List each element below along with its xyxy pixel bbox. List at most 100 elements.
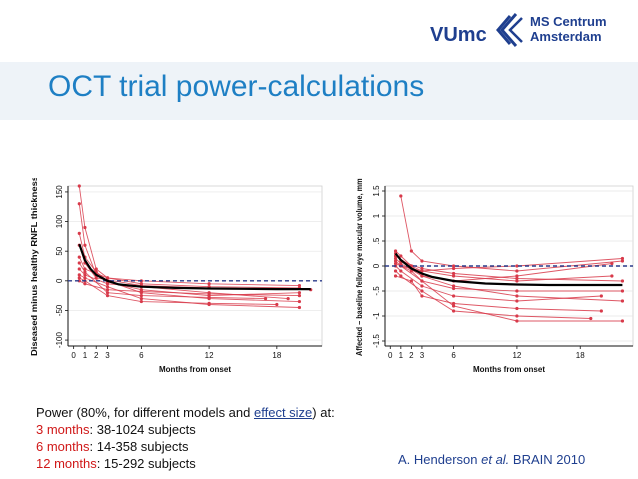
x-tick-label: 0 [71,351,76,360]
x-axis-title: Months from onset [473,365,545,374]
power-row-label: 12 months [36,456,97,471]
data-point [77,273,81,277]
title-band [0,62,638,120]
power-row-value: : 15-292 subjects [96,456,196,471]
data-point [399,254,403,258]
data-point [620,289,625,293]
data-point [610,261,614,266]
data-point [105,282,110,286]
data-point [515,314,519,318]
x-tick-label: 18 [272,351,281,360]
subject-line [78,262,266,300]
y-tick-label: -1 [372,312,381,320]
data-point [393,249,398,253]
data-point [451,301,456,306]
data-point [77,279,81,283]
power-row-12m: 12 months: 15-292 subjects [36,455,335,472]
y-tick-label: 150 [55,185,64,199]
data-point [420,269,424,273]
data-point [610,274,614,278]
data-point [515,279,519,283]
data-point [451,274,456,278]
power-row-value: : 14-358 subjects [89,439,189,454]
y-tick-label: -50 [55,304,64,316]
data-point [393,261,398,266]
data-point [297,291,302,295]
power-row-3m: 3 months: 38-1024 subjects [36,421,335,438]
effect-size-link[interactable]: effect size [254,405,313,420]
data-point [451,294,456,298]
plot-area [67,185,323,347]
data-point [77,267,81,271]
y-tick-label: -100 [55,332,64,349]
data-point [105,285,110,289]
data-point [83,282,87,286]
data-point [77,202,81,206]
data-point [620,319,625,323]
data-point [420,259,424,263]
y-tick-label: .5 [372,237,381,244]
data-point [451,284,456,288]
data-point [207,282,211,286]
data-point [105,291,110,295]
power-row-value: : 38-1024 subjects [89,422,196,437]
x-tick-label: 6 [451,351,456,360]
fitted-curve [78,243,311,291]
data-point [399,269,403,273]
data-point [399,194,403,198]
data-point [515,274,519,278]
data-point [83,273,87,277]
y-axis-title: Diseased minus healthy RNFL thickness [30,178,39,356]
data-point [393,256,398,261]
data-point [105,294,110,298]
data-point [515,306,519,311]
power-intro: Power (80%, for different models and eff… [36,404,335,421]
data-point [515,269,519,273]
data-point [297,294,302,298]
y-tick-label: 100 [55,214,64,228]
data-point [515,276,519,281]
data-point [451,266,456,271]
x-tick-label: 1 [83,351,88,360]
data-point [297,283,302,288]
citation-journal: BRAIN 2010 [509,452,586,467]
logo-brand: VUmc [430,24,487,46]
data-point [409,249,413,253]
data-point [139,294,143,298]
data-point [451,304,456,308]
data-point [451,309,456,313]
data-point [515,289,519,293]
data-point [420,274,424,278]
data-point [83,243,87,247]
y-tick-label: 1.5 [372,185,381,197]
logo-org-line2: Amsterdam [530,29,602,44]
fitted-curve [394,252,623,287]
data-point [451,271,456,276]
data-point [297,305,302,310]
y-tick-label: -1.5 [372,334,381,348]
y-axis-title: Affected – baseline fellow eye macular v… [355,178,364,356]
x-tick-label: 6 [139,351,144,360]
power-intro-b: ) at: [312,405,335,420]
data-point [77,255,81,259]
data-point [515,294,519,298]
data-point [420,266,424,271]
y-tick-label: 50 [55,246,64,255]
data-point [207,295,211,300]
subject-line [400,195,623,272]
y-tick-label: 1 [372,213,381,218]
data-point [620,259,625,263]
data-point [286,296,290,301]
data-point [620,299,625,303]
x-tick-label: 1 [399,351,404,360]
data-point [77,184,81,188]
subject-line [395,263,623,292]
data-point [83,225,87,230]
data-point [399,261,403,266]
x-axis-title: Months from onset [159,365,231,374]
data-point [105,276,110,280]
x-tick-label: 0 [388,351,393,360]
y-tick-label: 0 [55,278,64,283]
data-point [420,284,424,288]
data-point [409,279,413,283]
